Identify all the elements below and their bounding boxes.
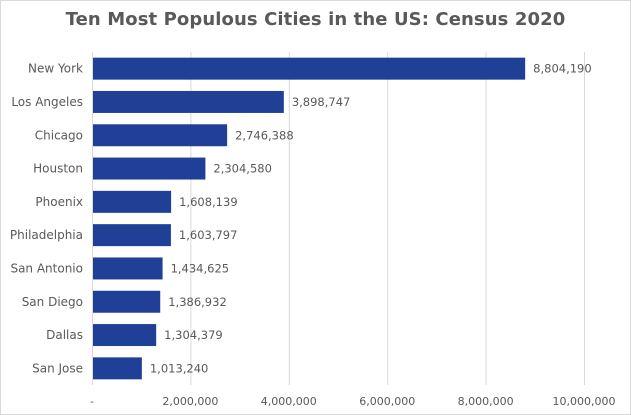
- x-tick-label: 6,000,000: [359, 395, 415, 408]
- x-tick-label: 2,000,000: [162, 395, 218, 408]
- data-label: 1,603,797: [179, 228, 238, 242]
- bar: [93, 324, 157, 347]
- bar: [93, 190, 172, 213]
- category-label: New York: [28, 62, 83, 76]
- category-label: Phoenix: [35, 195, 83, 209]
- bar: [93, 57, 526, 80]
- bar: [93, 224, 171, 247]
- data-label: 2,304,580: [213, 162, 272, 176]
- x-tick-label: -: [90, 395, 94, 408]
- bar: [93, 124, 228, 147]
- x-tick-label: 4,000,000: [261, 395, 317, 408]
- category-label: San Antonio: [10, 261, 83, 275]
- category-label: San Diego: [22, 295, 83, 309]
- bar: [93, 157, 206, 180]
- data-label: 1,304,379: [164, 328, 223, 342]
- category-label: San Jose: [32, 361, 83, 375]
- bar: [93, 290, 161, 313]
- data-label: 2,746,388: [235, 128, 294, 142]
- bar: [93, 257, 163, 280]
- data-label: 1,608,139: [179, 195, 238, 209]
- data-label: 1,386,932: [168, 295, 227, 309]
- x-tick-label: 8,000,000: [458, 395, 514, 408]
- data-label: 1,434,625: [171, 261, 230, 275]
- data-label: 8,804,190: [533, 62, 592, 76]
- category-label: Houston: [33, 162, 83, 176]
- category-label: Chicago: [35, 128, 83, 142]
- data-label: 1,013,240: [150, 361, 209, 375]
- category-label: Philadelphia: [10, 228, 83, 242]
- bar: [93, 90, 284, 113]
- chart-title: Ten Most Populous Cities in the US: Cens…: [65, 9, 566, 30]
- category-label: Los Angeles: [11, 95, 83, 109]
- data-label: 3,898,747: [292, 95, 351, 109]
- category-label: Dallas: [46, 328, 83, 342]
- x-tick-label: 10,000,000: [553, 395, 616, 408]
- bar: [93, 357, 142, 380]
